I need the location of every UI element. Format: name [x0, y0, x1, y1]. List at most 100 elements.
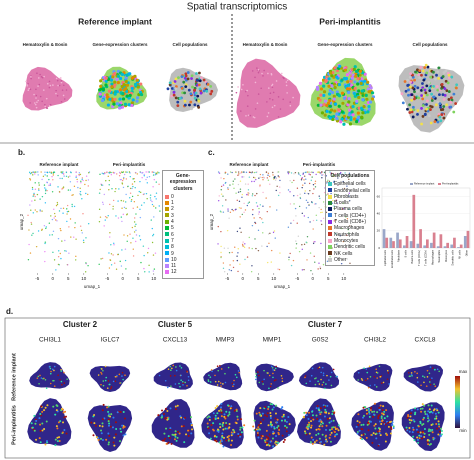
spot — [366, 371, 369, 374]
spot — [60, 100, 63, 103]
spot — [422, 418, 425, 421]
spot — [269, 97, 271, 100]
umap-point — [50, 171, 53, 174]
panel-d-frame — [4, 317, 471, 459]
spot — [358, 421, 361, 424]
spot — [164, 379, 167, 382]
umap-point — [276, 209, 278, 211]
umap-point — [139, 216, 142, 219]
spot — [168, 436, 171, 439]
umap-point — [46, 171, 49, 174]
legend-label: 8 — [171, 244, 174, 251]
spot — [355, 99, 359, 103]
umap-point — [28, 229, 30, 231]
spot — [423, 66, 427, 69]
spot — [108, 424, 111, 427]
spot — [325, 75, 329, 79]
umap-point — [231, 251, 233, 254]
spot — [241, 426, 244, 429]
umap-point — [294, 171, 297, 174]
spot — [113, 436, 116, 439]
umap-point — [250, 271, 253, 273]
label: 10 — [271, 276, 277, 281]
spot — [212, 428, 215, 431]
umap-point — [36, 211, 38, 213]
spot — [426, 369, 429, 372]
legend: Gene-expression clusters 0 1 2 3 4 5 6 7 8 9 10 11 12 — [162, 170, 204, 279]
spot — [320, 371, 322, 374]
label: 0 — [242, 276, 245, 281]
spot — [404, 89, 408, 93]
swatch — [328, 251, 332, 256]
spot — [169, 407, 172, 410]
umap-point — [289, 180, 291, 182]
spot — [352, 117, 357, 121]
umap-point — [220, 185, 223, 188]
spot — [357, 379, 359, 381]
umap-point — [38, 189, 40, 192]
umap-point — [118, 188, 120, 190]
spot — [332, 419, 335, 422]
spot — [365, 409, 368, 412]
umap-point — [318, 206, 320, 209]
spot — [331, 117, 335, 122]
umap-point — [278, 268, 281, 271]
umap-point — [158, 172, 160, 174]
tissue — [353, 363, 393, 392]
umap-point — [66, 208, 68, 210]
spot — [209, 437, 212, 440]
spot — [134, 82, 138, 87]
spot — [233, 409, 236, 412]
umap-point — [231, 171, 233, 174]
spot — [352, 67, 356, 71]
spot — [328, 428, 331, 431]
umap-point — [81, 232, 83, 234]
spot — [166, 410, 169, 413]
spot — [374, 423, 377, 426]
spot — [322, 102, 326, 107]
umap-point — [51, 175, 53, 178]
umap-point — [311, 176, 313, 178]
spot — [366, 110, 370, 114]
umap-point — [155, 192, 158, 194]
umap-point — [61, 240, 63, 242]
spot — [174, 96, 178, 100]
label: 5 — [137, 276, 140, 281]
umap-point — [129, 233, 131, 235]
spot — [245, 115, 247, 117]
umap-point — [277, 175, 279, 177]
spot — [164, 437, 167, 440]
bar — [459, 244, 463, 248]
umap-point — [139, 180, 141, 183]
umap-point — [46, 189, 48, 192]
umap-point — [247, 202, 249, 204]
umap-point — [32, 232, 34, 235]
umap-point — [240, 172, 242, 174]
spot — [277, 441, 280, 444]
umap-point — [304, 190, 306, 192]
spot — [176, 104, 180, 108]
spot — [266, 115, 269, 118]
spot — [113, 92, 117, 96]
spot — [38, 437, 41, 440]
spot — [119, 427, 122, 430]
umap-point — [276, 171, 279, 173]
spot — [226, 436, 229, 439]
umap-point — [317, 268, 319, 270]
spot — [64, 415, 67, 418]
label: Peri-implantitis — [11, 405, 17, 445]
umap-point — [100, 258, 102, 260]
umap-point — [268, 175, 271, 178]
umap-point — [48, 178, 50, 181]
umap-point — [310, 179, 313, 182]
legend-label: 1 — [171, 200, 174, 207]
spot — [107, 432, 110, 435]
spot — [375, 368, 378, 371]
spot — [419, 431, 422, 434]
spot — [423, 113, 427, 116]
spot — [102, 403, 105, 406]
umap-point — [151, 171, 153, 173]
spot — [367, 104, 371, 109]
spot — [372, 415, 375, 418]
spot — [437, 66, 441, 70]
